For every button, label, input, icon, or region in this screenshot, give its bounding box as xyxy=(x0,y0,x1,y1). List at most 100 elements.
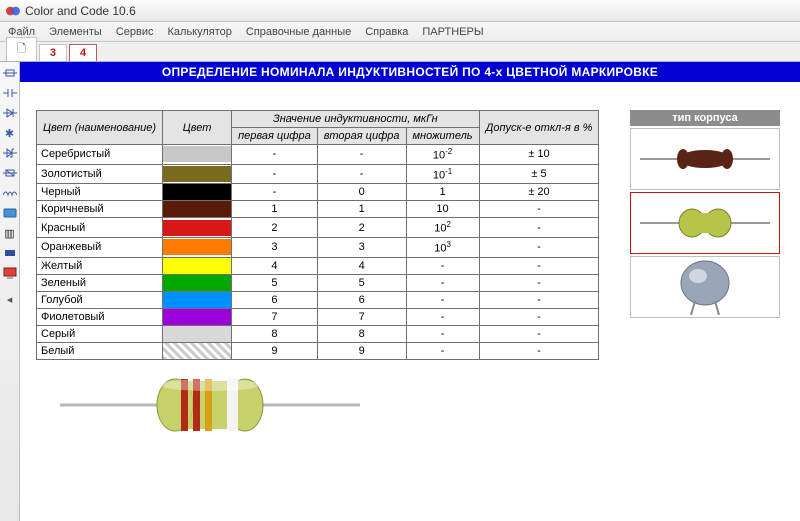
cell-swatch xyxy=(163,291,232,308)
table-row: Черный-01± 20 xyxy=(37,184,599,201)
cell-d1: 8 xyxy=(232,325,318,342)
cell-swatch xyxy=(163,274,232,291)
cell-name: Серый xyxy=(37,325,163,342)
table-row: Зеленый55-- xyxy=(37,274,599,291)
cell-mult: 10-1 xyxy=(406,164,479,184)
th-tolerance: Допуск-е откл-я в % xyxy=(479,111,599,145)
menu-file[interactable]: Файл xyxy=(8,26,35,38)
cell-name: Голубой xyxy=(37,291,163,308)
case-option[interactable] xyxy=(630,192,780,254)
cell-name: Черный xyxy=(37,184,163,201)
cell-swatch xyxy=(163,237,232,257)
case-option[interactable] xyxy=(630,128,780,190)
th-value-group: Значение индуктивности, мкГн xyxy=(232,111,480,128)
cell-name: Красный xyxy=(37,218,163,238)
cell-d1: - xyxy=(232,164,318,184)
tool-collapse-icon[interactable]: ◂ xyxy=(3,292,17,306)
cell-mult: - xyxy=(406,291,479,308)
cell-mult: 10 xyxy=(406,201,479,218)
tool-star-icon[interactable]: ✱ xyxy=(3,126,17,140)
cell-d1: 5 xyxy=(232,274,318,291)
cell-swatch xyxy=(163,342,232,359)
tool-chip-icon[interactable] xyxy=(3,246,17,260)
cell-d1: 7 xyxy=(232,308,318,325)
cell-tol: - xyxy=(479,218,599,238)
cell-d1: 3 xyxy=(232,237,318,257)
cell-tol: - xyxy=(479,325,599,342)
case-type-header: тип корпуса xyxy=(630,110,780,126)
tool-card-icon[interactable] xyxy=(3,206,17,220)
inductor-preview xyxy=(60,370,800,443)
menu-help[interactable]: Справка xyxy=(365,26,408,38)
tool-zener-icon[interactable] xyxy=(3,146,17,160)
cell-name: Коричневый xyxy=(37,201,163,218)
menu-reference[interactable]: Справочные данные xyxy=(246,26,351,38)
cell-d2: 2 xyxy=(317,218,406,238)
cell-swatch xyxy=(163,164,232,184)
tool-diode-icon[interactable] xyxy=(3,106,17,120)
cell-tol: - xyxy=(479,308,599,325)
cell-swatch xyxy=(163,257,232,274)
cell-d2: 7 xyxy=(317,308,406,325)
tool-capacitor-icon[interactable] xyxy=(3,86,17,100)
cell-d1: - xyxy=(232,184,318,201)
tool-book-icon[interactable]: ▥ xyxy=(3,226,17,240)
cell-swatch xyxy=(163,145,232,165)
page-banner: ОПРЕДЕЛЕНИЕ НОМИНАЛА ИНДУКТИВНОСТЕЙ ПО 4… xyxy=(20,62,800,82)
cell-name: Серебристый xyxy=(37,145,163,165)
cell-d2: - xyxy=(317,145,406,165)
table-row: Коричневый1110- xyxy=(37,201,599,218)
menu-partners[interactable]: ПАРТНЕРЫ xyxy=(422,26,483,38)
left-toolstrip: ✱ ▥ ◂ xyxy=(0,62,20,521)
cell-d1: - xyxy=(232,145,318,165)
menu-calculator[interactable]: Калькулятор xyxy=(168,26,232,38)
tool-inductor-icon[interactable] xyxy=(3,186,17,200)
th-d2: вторая цифра xyxy=(317,128,406,145)
cell-d1: 1 xyxy=(232,201,318,218)
menu-service[interactable]: Сервис xyxy=(116,26,154,38)
tool-monitor-icon[interactable] xyxy=(3,266,17,280)
cell-tol: ± 5 xyxy=(479,164,599,184)
cell-d1: 6 xyxy=(232,291,318,308)
case-option[interactable] xyxy=(630,256,780,318)
tab-3[interactable]: 3 xyxy=(39,44,67,61)
cell-tol: - xyxy=(479,201,599,218)
cell-d2: 0 xyxy=(317,184,406,201)
color-code-table: Цвет (наименование) Цвет Значение индукт… xyxy=(36,110,599,360)
menu-elements[interactable]: Элементы xyxy=(49,26,102,38)
content-pane: ОПРЕДЕЛЕНИЕ НОМИНАЛА ИНДУКТИВНОСТЕЙ ПО 4… xyxy=(20,62,800,521)
cell-name: Золотистый xyxy=(37,164,163,184)
tool-fuse-icon[interactable] xyxy=(3,166,17,180)
table-row: Оранжевый33103- xyxy=(37,237,599,257)
app-logo-icon xyxy=(6,4,20,18)
cell-mult: 103 xyxy=(406,237,479,257)
cell-name: Желтый xyxy=(37,257,163,274)
table-row: Серебристый--10-2± 10 xyxy=(37,145,599,165)
menubar: Файл Элементы Сервис Калькулятор Справоч… xyxy=(0,22,800,42)
th-name: Цвет (наименование) xyxy=(37,111,163,145)
tool-resistor-icon[interactable] xyxy=(3,66,17,80)
cell-d2: 9 xyxy=(317,342,406,359)
tab-new-doc[interactable]: 🗋 xyxy=(6,37,37,61)
cell-swatch xyxy=(163,325,232,342)
cell-d2: - xyxy=(317,164,406,184)
cell-tol: - xyxy=(479,342,599,359)
table-row: Белый99-- xyxy=(37,342,599,359)
cell-d2: 4 xyxy=(317,257,406,274)
window-title: Color and Code 10.6 xyxy=(25,4,136,18)
cell-d2: 3 xyxy=(317,237,406,257)
th-color: Цвет xyxy=(163,111,232,145)
th-d1: первая цифра xyxy=(232,128,318,145)
cell-tol: - xyxy=(479,274,599,291)
cell-tol: - xyxy=(479,237,599,257)
tab-4[interactable]: 4 xyxy=(69,44,97,61)
cell-swatch xyxy=(163,201,232,218)
cell-mult: - xyxy=(406,257,479,274)
table-row: Желтый44-- xyxy=(37,257,599,274)
cell-d1: 9 xyxy=(232,342,318,359)
cell-mult: - xyxy=(406,308,479,325)
cell-mult: 10-2 xyxy=(406,145,479,165)
cell-name: Белый xyxy=(37,342,163,359)
case-type-panel: тип корпуса xyxy=(630,110,780,360)
cell-d2: 8 xyxy=(317,325,406,342)
